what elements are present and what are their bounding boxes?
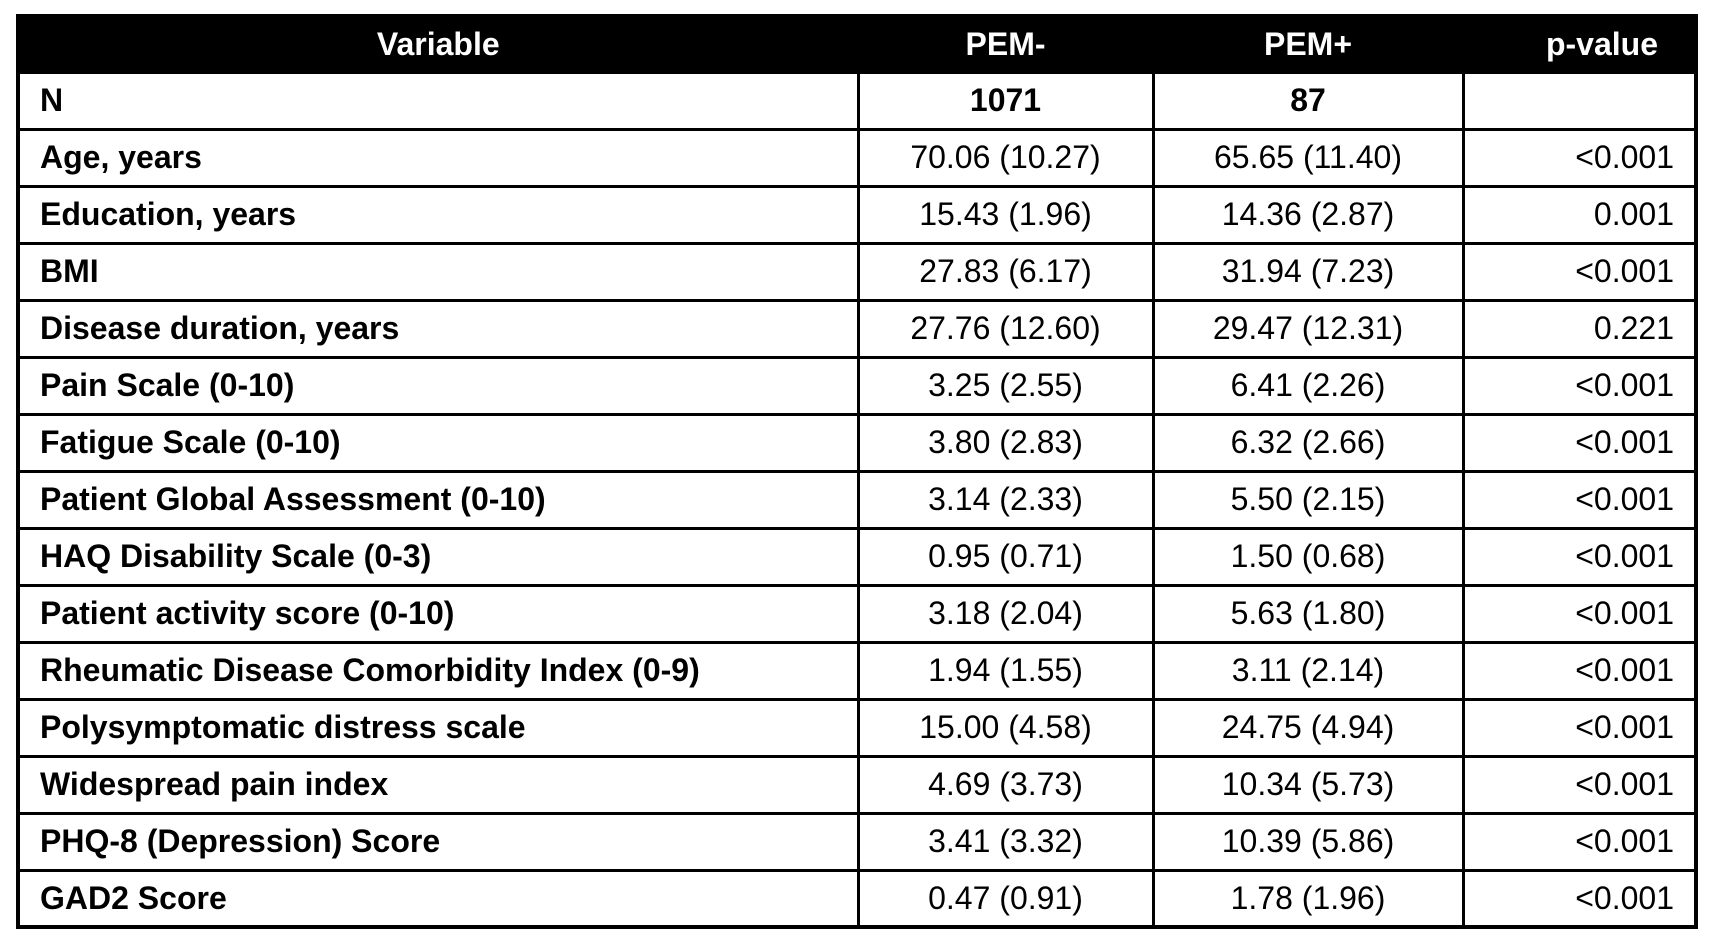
table-row: HAQ Disability Scale (0-3) 0.95 (0.71) 1.5… bbox=[16, 526, 1698, 587]
pem-plus-value-cell: 5.63 (1.80) bbox=[1151, 583, 1465, 644]
table-row: Rheumatic Disease Comorbidity Index (0-9… bbox=[16, 640, 1698, 701]
pem-plus-value-cell: 1.78 (1.96) bbox=[1151, 868, 1465, 929]
pem-minus-value-cell: 0.95 (0.71) bbox=[856, 526, 1155, 587]
pem-plus-value-cell: 6.41 (2.26) bbox=[1151, 355, 1465, 416]
p-value-cell: <0.001 bbox=[1461, 583, 1698, 644]
variable-cell: Polysymptomatic distress scale bbox=[16, 697, 860, 758]
pem-plus-value-cell: 24.75 (4.94) bbox=[1151, 697, 1465, 758]
table-row: Polysymptomatic distress scale 15.00 (4.5… bbox=[16, 697, 1698, 758]
column-header-variable: Variable bbox=[16, 14, 860, 74]
variable-cell: HAQ Disability Scale (0-3) bbox=[16, 526, 860, 587]
table-row: BMI 27.83 (6.17) 31.94 (7.23) <0.001 bbox=[16, 241, 1698, 302]
p-value-cell: 0.001 bbox=[1461, 184, 1698, 245]
variable-cell: PHQ-8 (Depression) Score bbox=[16, 811, 860, 872]
p-value-cell: <0.001 bbox=[1461, 127, 1698, 188]
pem-plus-value-cell: 10.34 (5.73) bbox=[1151, 754, 1465, 815]
variable-cell: BMI bbox=[16, 241, 860, 302]
table-header-row: Variable PEM- PEM+ p-value bbox=[16, 14, 1698, 74]
table-row: Widespread pain index 4.69 (3.73) 10.34 (5… bbox=[16, 754, 1698, 815]
variable-cell: GAD2 Score bbox=[16, 868, 860, 929]
table-row: PHQ-8 (Depression) Score 3.41 (3.32) 10.39… bbox=[16, 811, 1698, 872]
p-value-cell: <0.001 bbox=[1461, 868, 1698, 929]
pem-plus-value-cell: 1.50 (0.68) bbox=[1151, 526, 1465, 587]
pem-minus-value-cell: 3.25 (2.55) bbox=[856, 355, 1155, 416]
p-value-cell: <0.001 bbox=[1461, 469, 1698, 530]
table-header: Variable PEM- PEM+ p-value bbox=[16, 14, 1698, 74]
pem-plus-value-cell: 10.39 (5.86) bbox=[1151, 811, 1465, 872]
variable-cell: Disease duration, years bbox=[16, 298, 860, 359]
pem-minus-value-cell: 0.47 (0.91) bbox=[856, 868, 1155, 929]
pem-plus-value-cell: 65.65 (11.40) bbox=[1151, 127, 1465, 188]
variable-cell: Age, years bbox=[16, 127, 860, 188]
p-value-cell: <0.001 bbox=[1461, 355, 1698, 416]
p-value-cell: <0.001 bbox=[1461, 640, 1698, 701]
pem-plus-value-cell: 3.11 (2.14) bbox=[1151, 640, 1465, 701]
variable-cell: Pain Scale (0-10) bbox=[16, 355, 860, 416]
pem-minus-value-cell: 1071 bbox=[856, 70, 1155, 131]
variable-cell: Patient Global Assessment (0-10) bbox=[16, 469, 860, 530]
p-value-cell bbox=[1461, 70, 1698, 131]
variable-cell: Fatigue Scale (0-10) bbox=[16, 412, 860, 473]
pem-minus-value-cell: 1.94 (1.55) bbox=[856, 640, 1155, 701]
table-row: Pain Scale (0-10) 3.25 (2.55) 6.41 (2.26) <… bbox=[16, 355, 1698, 416]
p-value-cell: <0.001 bbox=[1461, 697, 1698, 758]
variable-cell: Patient activity score (0-10) bbox=[16, 583, 860, 644]
pem-minus-value-cell: 15.43 (1.96) bbox=[856, 184, 1155, 245]
p-value-cell: <0.001 bbox=[1461, 412, 1698, 473]
table-row: N 1071 87 bbox=[16, 70, 1698, 131]
pem-comparison-table: Variable PEM- PEM+ p-value N 1071 87 Age, y… bbox=[16, 14, 1698, 929]
pem-minus-value-cell: 3.80 (2.83) bbox=[856, 412, 1155, 473]
table-body: N 1071 87 Age, years 70.06 (10.27) 65.65 (11.… bbox=[16, 70, 1698, 929]
variable-cell: Rheumatic Disease Comorbidity Index (0-9… bbox=[16, 640, 860, 701]
table-row: Education, years 15.43 (1.96) 14.36 (2.87)… bbox=[16, 184, 1698, 245]
table-row: Disease duration, years 27.76 (12.60) 29.4… bbox=[16, 298, 1698, 359]
column-header-p-value: p-value bbox=[1461, 14, 1698, 74]
table-row: Patient Global Assessment (0-10) 3.14 (2.… bbox=[16, 469, 1698, 530]
pem-plus-value-cell: 6.32 (2.66) bbox=[1151, 412, 1465, 473]
pem-minus-value-cell: 15.00 (4.58) bbox=[856, 697, 1155, 758]
variable-cell: N bbox=[16, 70, 860, 131]
pem-minus-value-cell: 3.14 (2.33) bbox=[856, 469, 1155, 530]
p-value-cell: <0.001 bbox=[1461, 811, 1698, 872]
pem-plus-value-cell: 31.94 (7.23) bbox=[1151, 241, 1465, 302]
column-header-pem-minus: PEM- bbox=[856, 14, 1155, 74]
p-value-cell: 0.221 bbox=[1461, 298, 1698, 359]
p-value-cell: <0.001 bbox=[1461, 526, 1698, 587]
pem-minus-value-cell: 27.76 (12.60) bbox=[856, 298, 1155, 359]
p-value-cell: <0.001 bbox=[1461, 754, 1698, 815]
table-row: Fatigue Scale (0-10) 3.80 (2.83) 6.32 (2.6… bbox=[16, 412, 1698, 473]
pem-minus-value-cell: 3.41 (3.32) bbox=[856, 811, 1155, 872]
table-row: GAD2 Score 0.47 (0.91) 1.78 (1.96) <0.001 bbox=[16, 868, 1698, 929]
column-header-pem-plus: PEM+ bbox=[1151, 14, 1465, 74]
pem-plus-value-cell: 29.47 (12.31) bbox=[1151, 298, 1465, 359]
variable-cell: Education, years bbox=[16, 184, 860, 245]
pem-minus-value-cell: 70.06 (10.27) bbox=[856, 127, 1155, 188]
pem-minus-value-cell: 3.18 (2.04) bbox=[856, 583, 1155, 644]
table-row: Age, years 70.06 (10.27) 65.65 (11.40) <0.0… bbox=[16, 127, 1698, 188]
variable-cell: Widespread pain index bbox=[16, 754, 860, 815]
pem-minus-value-cell: 4.69 (3.73) bbox=[856, 754, 1155, 815]
pem-plus-value-cell: 87 bbox=[1151, 70, 1465, 131]
pem-minus-value-cell: 27.83 (6.17) bbox=[856, 241, 1155, 302]
pem-plus-value-cell: 14.36 (2.87) bbox=[1151, 184, 1465, 245]
paper-table-page: Variable PEM- PEM+ p-value N 1071 87 Age, y… bbox=[16, 14, 1698, 929]
pem-plus-value-cell: 5.50 (2.15) bbox=[1151, 469, 1465, 530]
table-row: Patient activity score (0-10) 3.18 (2.04)… bbox=[16, 583, 1698, 644]
p-value-cell: <0.001 bbox=[1461, 241, 1698, 302]
